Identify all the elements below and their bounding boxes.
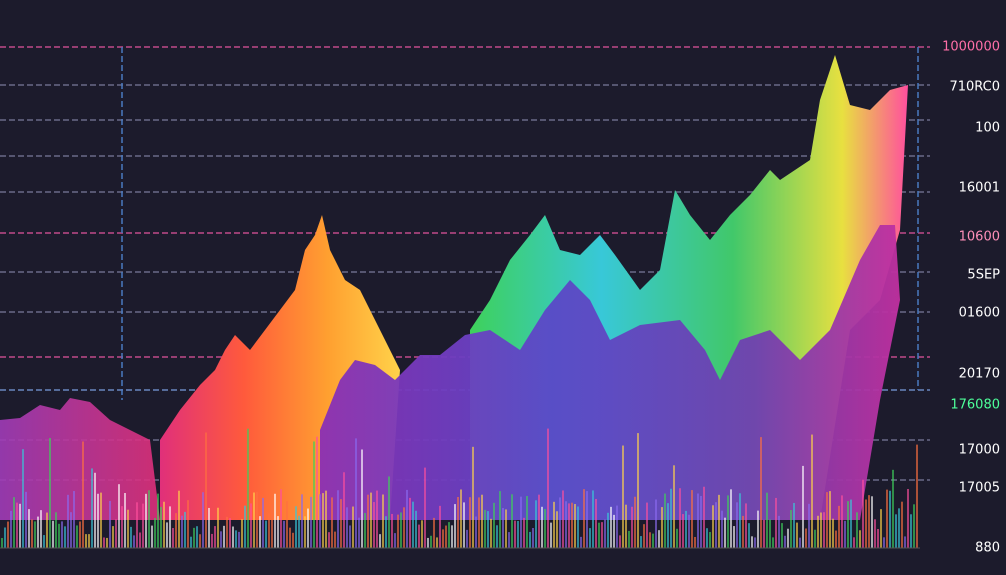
axis-label: 5SEP <box>967 268 1000 283</box>
axis-label: 100 <box>975 121 1000 136</box>
axis-labels: 1000000 710RC0 100 16001 10600 5SEP 01600 20170… <box>942 40 1000 556</box>
spikes <box>1 428 918 548</box>
axis-label: 17000 <box>959 443 1000 458</box>
axis-label: 1000000 <box>942 40 1000 55</box>
axis-label: 880 <box>975 541 1000 556</box>
axis-label: 16001 <box>959 181 1000 196</box>
axis-label: 17005 <box>959 481 1000 496</box>
axis-label: 01600 <box>959 306 1000 321</box>
axis-label: 176080 <box>950 398 1000 413</box>
axis-label: 20170 <box>959 367 1000 382</box>
area-violet <box>320 225 900 520</box>
axis-label: 10600 <box>959 230 1000 245</box>
axis-label: 710RC0 <box>949 80 1000 95</box>
area-left <box>0 398 160 520</box>
